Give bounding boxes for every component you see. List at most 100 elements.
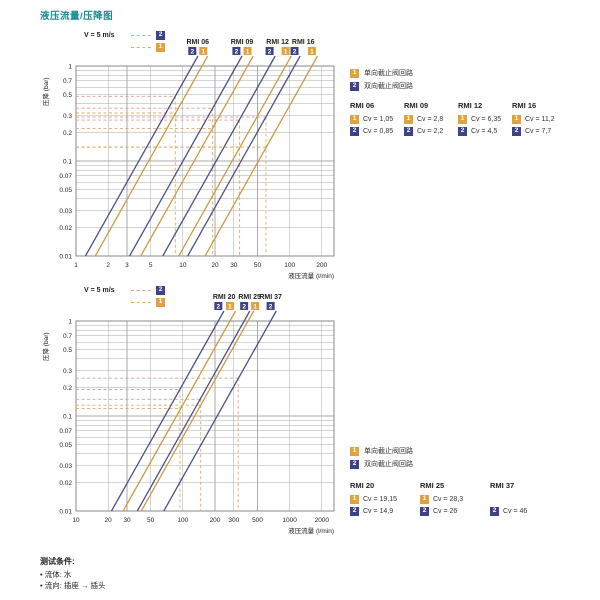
curve-RMI-16-circuit1: [204, 55, 319, 257]
cv-table-1: RMI 06 1 Cv = 1,05 2 Cv = 0,85 RMI 09 1 Cv = 2,…: [350, 101, 566, 136]
circuit1-badge: 1: [350, 446, 359, 456]
circuit2-badge: 2: [458, 126, 467, 136]
circuit1-legend-row: 1 单向截止阀回路: [350, 68, 413, 78]
circuit1-legend-row: 1 单向截止阀回路: [350, 446, 413, 456]
series-circuit-badge-label: 2: [235, 48, 239, 55]
y-tick-label: 0.05: [59, 187, 72, 194]
plot-border: [75, 65, 335, 257]
test-conditions: 测试条件: • 流体: 水 • 流向: 插座 → 插头: [40, 556, 106, 592]
curve-RMI-25-circuit1: [140, 310, 255, 512]
x-tick-label: 2000: [315, 517, 330, 524]
series-circuit-badge-label: 1: [253, 303, 257, 310]
curve-RMI-09-circuit2: [128, 55, 243, 257]
curve-RMI-12-circuit1: [178, 55, 292, 257]
series-circuit-badge: [214, 302, 223, 310]
cv-column-title: RMI 09: [404, 101, 429, 110]
circuit2-badge: 2: [156, 30, 165, 40]
v5-legend-row-circuit1: 1: [84, 297, 165, 307]
y-tick-label: 0.02: [59, 480, 72, 487]
circuit1-badge: 1: [458, 114, 467, 124]
cv-row: 1 Cv = 2,8: [404, 114, 458, 124]
circuit-legend-top: 1 单向截止阀回路 2 双向截止阀回路: [350, 68, 413, 91]
cv-column: RMI 25 1 Cv = 28,3 2 Cv = 26: [420, 481, 490, 516]
circuit2-badge: 2: [350, 459, 359, 469]
x-tick-label: 30: [123, 517, 131, 524]
y-tick-label: 0.5: [63, 92, 72, 99]
page-title: 液压流量/压降图: [40, 11, 114, 22]
series-circuit-badge: [251, 302, 260, 310]
cv-row: 1 Cv = 11,2: [512, 114, 566, 124]
v5-legend-row-circuit1: 1: [84, 42, 165, 52]
circuit-legend-bottom: 1 单向截止阀回路 2 双向截止阀回路: [350, 446, 413, 469]
v5-legend-top: V = 5 m/s 2 1: [84, 30, 165, 52]
series-circuit-badge-label: 2: [242, 303, 246, 310]
cv-value: Cv = 6,35: [471, 115, 502, 123]
test-conditions-title: 测试条件:: [40, 557, 75, 566]
circuit2-legend-row: 2 双向截止阀回路: [350, 81, 413, 91]
cv-column: RMI 16 1 Cv = 11,2 2 Cv = 7,7: [512, 101, 566, 136]
series-circuit-badge-label: 2: [268, 48, 272, 55]
cv-value: Cv = 4,5: [471, 127, 498, 135]
series-circuit-badge: [232, 47, 241, 55]
x-tick-label: 50: [147, 517, 155, 524]
cv-column-title: RMI 20: [350, 481, 375, 490]
circuit2-label: 双向截止阀回路: [364, 461, 413, 468]
series-circuit-badge: [265, 47, 274, 55]
series-circuit-badge-label: 1: [284, 48, 288, 55]
cv-row: 1 Cv = 28,3: [420, 494, 490, 504]
test-condition-fluid: • 流体: 水: [40, 570, 72, 579]
cv-column-title: RMI 06: [350, 101, 375, 110]
circuit1-badge: 1: [350, 114, 359, 124]
curve-RMI-09-circuit1: [140, 55, 254, 257]
x-tick-label: 30: [230, 262, 238, 269]
cv-value: Cv = 1,05: [363, 115, 394, 123]
cv-value: Cv = 0,85: [363, 127, 394, 135]
cv-row: 2 Cv = 0,85: [350, 126, 404, 136]
curve-RMI-25-circuit2: [136, 310, 251, 512]
x-axis-label: 液压流量 (l/min): [288, 271, 334, 280]
y-tick-label: 0.07: [59, 428, 72, 435]
y-tick-label: 0.7: [63, 78, 72, 85]
series-circuit-badge: [266, 302, 275, 310]
cv-row: 2 Cv = 2,2: [404, 126, 458, 136]
y-tick-label: 0.01: [59, 253, 72, 260]
cv-column: RMI 06 1 Cv = 1,05 2 Cv = 0,85: [350, 101, 404, 136]
y-tick-label: 0.01: [59, 508, 72, 515]
series-label: RMI 09: [231, 39, 254, 46]
series-circuit-badge-label: 1: [246, 48, 250, 55]
y-tick-label: 0.1: [63, 158, 72, 165]
series-circuit-badge: [225, 302, 234, 310]
x-tick-label: 1: [74, 262, 78, 269]
x-tick-label: 100: [177, 517, 188, 524]
y-tick-label: 0.3: [63, 368, 72, 375]
cv-row: 2 Cv = 4,5: [458, 126, 512, 136]
curve-RMI-06-circuit2: [84, 55, 199, 257]
curve-RMI-37-circuit2: [163, 310, 277, 512]
x-tick-label: 3: [125, 262, 129, 269]
cv-row: 2 Cv = 46: [490, 506, 560, 516]
cv-row: 2 Cv = 7,7: [512, 126, 566, 136]
cv-column-title: RMI 12: [458, 101, 483, 110]
x-tick-label: 200: [316, 262, 327, 269]
x-tick-label: 300: [228, 517, 239, 524]
curve-RMI-20-circuit2: [110, 310, 225, 512]
curve-RMI-12-circuit2: [162, 55, 276, 257]
x-tick-label: 10: [179, 262, 187, 269]
cv-value: Cv = 26: [433, 507, 458, 515]
circuit2-badge: 2: [156, 285, 165, 295]
x-tick-label: 20: [105, 517, 113, 524]
cv-value: Cv = 28,3: [433, 495, 464, 503]
plot-border: [75, 320, 335, 512]
circuit2-badge: 2: [350, 81, 359, 91]
x-tick-label: 200: [210, 517, 221, 524]
cv-row: 2 Cv = 14,9: [350, 506, 420, 516]
y-tick-label: 0.7: [63, 333, 72, 340]
circuit1-badge: 1: [350, 68, 359, 78]
x-tick-label: 500: [252, 517, 263, 524]
circuit1-badge: 1: [350, 494, 359, 504]
x-tick-label: 50: [254, 262, 262, 269]
y-tick-label: 0.02: [59, 225, 72, 232]
series-circuit-badge-label: 1: [228, 303, 232, 310]
